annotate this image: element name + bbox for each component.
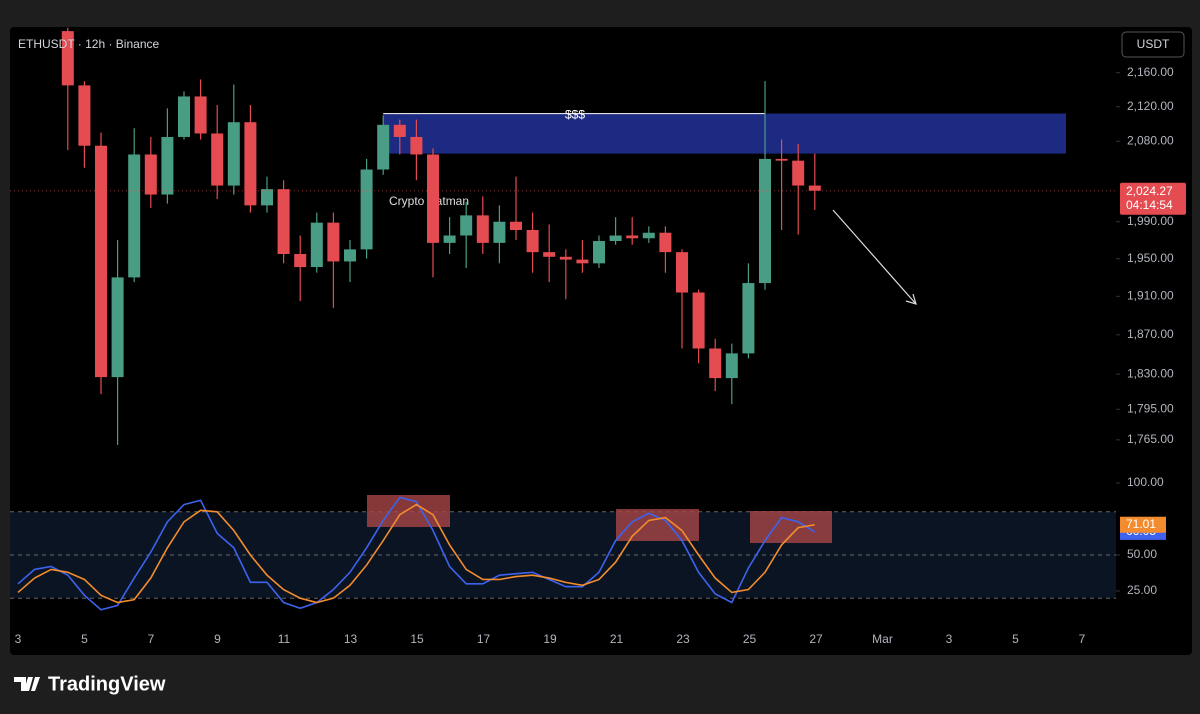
y-tick-label: 2,080.00 <box>1127 133 1174 147</box>
candle-body <box>593 241 605 264</box>
candle-body <box>559 256 572 260</box>
candle-body <box>377 124 390 170</box>
candle-body <box>526 229 539 253</box>
x-tick-label: 17 <box>477 632 491 646</box>
candle-body <box>576 259 589 264</box>
last-price-box <box>1120 182 1186 215</box>
candle-body <box>178 96 190 137</box>
x-tick-label: 21 <box>610 632 624 646</box>
y-tick-label: 50.00 <box>1127 547 1157 561</box>
x-tick-label: 3 <box>946 632 953 646</box>
y-tick-label: 1,950.00 <box>1127 251 1174 265</box>
candle-body <box>211 133 224 186</box>
candle-body <box>725 353 738 379</box>
candle-body <box>61 31 74 86</box>
x-tick-label: 25 <box>743 632 757 646</box>
candle-body <box>460 215 473 236</box>
candle-body <box>310 222 323 268</box>
candle-body <box>111 277 124 378</box>
x-tick-label: 3 <box>15 632 22 646</box>
candle-body <box>344 249 356 262</box>
countdown: 04:14:54 <box>1126 198 1173 212</box>
candle-body <box>227 122 240 186</box>
indicator-line <box>17 503 815 604</box>
indicator-line <box>17 496 816 611</box>
candle-body <box>709 348 722 379</box>
y-tick-label: 1,830.00 <box>1127 366 1174 380</box>
candle-body <box>128 154 141 278</box>
candle-body <box>792 160 805 186</box>
x-tick-label: 19 <box>543 632 557 646</box>
x-tick-label: 11 <box>278 632 291 646</box>
currency-button[interactable] <box>1121 31 1185 58</box>
x-tick-label: 23 <box>676 632 690 646</box>
x-tick-label: 5 <box>81 632 88 646</box>
candle-body <box>626 235 639 239</box>
candle-body <box>410 136 423 155</box>
y-tick-label: 25.00 <box>1127 583 1157 597</box>
arrow <box>832 209 917 305</box>
candle-body <box>775 158 788 161</box>
y-tick-label: 1,870.00 <box>1127 327 1174 341</box>
candle-body <box>294 254 307 268</box>
last-price: 2,024.27 <box>1126 184 1173 198</box>
candle-body <box>692 292 705 349</box>
x-tick-label: 15 <box>410 632 424 646</box>
candle-body <box>659 232 672 253</box>
brand-logo <box>14 677 40 691</box>
brand: TradingView <box>48 673 166 695</box>
x-tick-label: 27 <box>809 632 823 646</box>
y-tick-label: 1,765.00 <box>1127 432 1174 446</box>
candle-body <box>742 283 755 354</box>
zone <box>383 113 1066 154</box>
candle-body <box>360 169 373 250</box>
candle-body <box>393 124 406 137</box>
y-tick-label: 1,990.00 <box>1127 214 1174 228</box>
currency[interactable]: USDT <box>1137 37 1170 51</box>
zone-label: $$$ <box>565 108 585 122</box>
y-tick-label: 1,910.00 <box>1127 289 1174 303</box>
x-tick-label: 9 <box>214 632 221 646</box>
value-box <box>1120 516 1166 533</box>
value-label: 71.01 <box>1126 517 1156 531</box>
highlight <box>750 511 832 543</box>
candle-body <box>244 122 257 206</box>
candle-body <box>476 215 489 243</box>
x-tick-label: Mar <box>872 632 893 646</box>
candle-body <box>676 252 688 293</box>
candle-body <box>543 252 556 257</box>
x-tick-label: 5 <box>1012 632 1019 646</box>
candle-body <box>609 235 622 242</box>
y-tick-label: 2,120.00 <box>1127 99 1174 113</box>
candle-body <box>759 158 771 284</box>
candle-body <box>194 96 207 134</box>
candle-body <box>642 232 655 239</box>
candle-body <box>510 221 522 230</box>
x-tick-label: 7 <box>148 632 155 646</box>
y-tick-label: 2,160.00 <box>1127 65 1174 79</box>
candle-body <box>443 235 456 243</box>
candle-body <box>327 222 340 262</box>
y-tick-label: 1,795.00 <box>1127 401 1174 415</box>
chart-title: ETHUSDT · 12h · Binance <box>18 37 159 51</box>
candle-body <box>261 189 273 206</box>
candle-body <box>493 221 506 243</box>
candle-body <box>808 185 821 191</box>
candle-body <box>161 136 174 195</box>
x-tick-label: 7 <box>1079 632 1086 646</box>
y-tick-label: 100.00 <box>1127 475 1164 489</box>
candle-body <box>277 189 290 255</box>
x-tick-label: 13 <box>344 632 358 646</box>
candle-body <box>95 145 107 378</box>
candle-body <box>427 154 439 243</box>
candle-body <box>78 85 91 146</box>
candle-body <box>144 154 157 195</box>
chart-area <box>10 27 1192 655</box>
arrow-head <box>905 293 917 305</box>
